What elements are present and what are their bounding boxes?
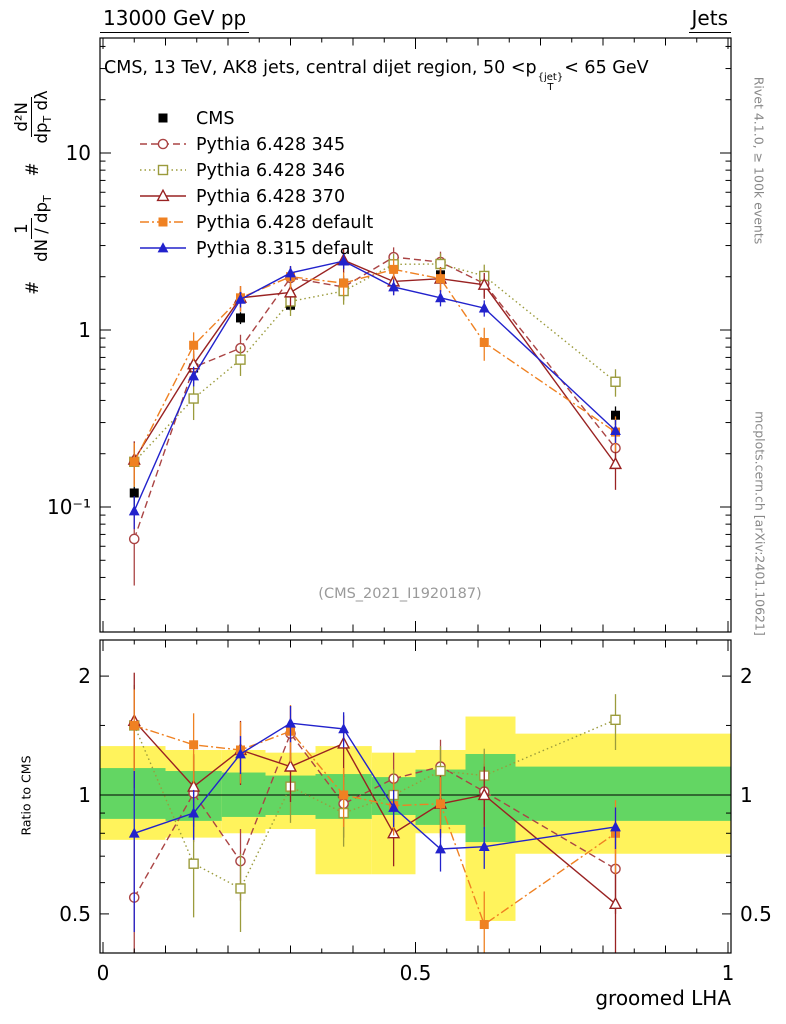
ylabel-fraction-1: 1 dN / dpT xyxy=(11,195,55,262)
svg-text:0: 0 xyxy=(97,961,110,985)
ylabel-hash-2: # xyxy=(23,162,43,177)
main-y-axis-label: # 1 dN / dpT # d²N dpT dλ xyxy=(4,30,62,350)
axis-ticks xyxy=(100,38,731,953)
plot-title: CMS, 13 TeV, AK8 jets, central dijet reg… xyxy=(104,58,649,93)
svg-text:Pythia 6.428 default: Pythia 6.428 default xyxy=(196,213,373,233)
main-panel-frame xyxy=(99,37,732,633)
svg-text:1: 1 xyxy=(78,783,91,807)
svg-text:1: 1 xyxy=(722,961,735,985)
svg-text:0.5: 0.5 xyxy=(740,902,772,926)
mcplots-arxiv-note: mcplots.cern.ch [arXiv:2401.10621] xyxy=(752,411,768,636)
ylabel-hash-1: # xyxy=(23,280,43,295)
ratio-panel-series xyxy=(127,672,623,953)
svg-text:CMS: CMS xyxy=(196,109,234,129)
pt-jet-supsub: {jet} T xyxy=(537,72,564,93)
svg-text:0.5: 0.5 xyxy=(400,961,432,985)
svg-text:2: 2 xyxy=(740,664,753,688)
svg-text:1: 1 xyxy=(78,318,91,342)
svg-text:Pythia 6.428 370: Pythia 6.428 370 xyxy=(196,187,345,207)
svg-text:Pythia 6.428 345: Pythia 6.428 345 xyxy=(196,135,345,155)
svg-text:1: 1 xyxy=(740,783,753,807)
analysis-id-watermark: (CMS_2021_I1920187) xyxy=(318,586,482,602)
x-axis-label: groomed LHA xyxy=(595,986,731,1010)
analysis-group-label: Jets xyxy=(688,6,731,33)
ylabel-fraction-2: d²N dpT dλ xyxy=(11,90,55,144)
svg-text:Pythia 8.315 default: Pythia 8.315 default xyxy=(196,239,373,259)
plot-title-suffix: < 65 GeV xyxy=(564,58,649,78)
rivet-version-note: Rivet 4.1.0, ≥ 100k events xyxy=(751,76,767,245)
svg-text:Pythia 6.428 346: Pythia 6.428 346 xyxy=(196,161,345,181)
main-panel-series xyxy=(127,247,623,586)
beam-energy-label: 13000 GeV pp xyxy=(100,6,250,33)
legend: CMS Pythia 6.428 345 Pythia 6.428 346 Pythi… xyxy=(140,109,373,259)
svg-text:10: 10 xyxy=(66,141,91,165)
plot-title-text: CMS, 13 TeV, AK8 jets, central dijet reg… xyxy=(104,58,537,78)
svg-text:2: 2 xyxy=(78,664,91,688)
svg-text:0.5: 0.5 xyxy=(59,902,91,926)
ratio-y-axis-label: Ratio to CMS xyxy=(18,755,34,836)
axis-tick-labels: 10 1 10⁻¹ 2 2 1 1 0.5 0.5 0 0.5 1 xyxy=(47,141,772,985)
svg-text:10⁻¹: 10⁻¹ xyxy=(47,495,91,519)
